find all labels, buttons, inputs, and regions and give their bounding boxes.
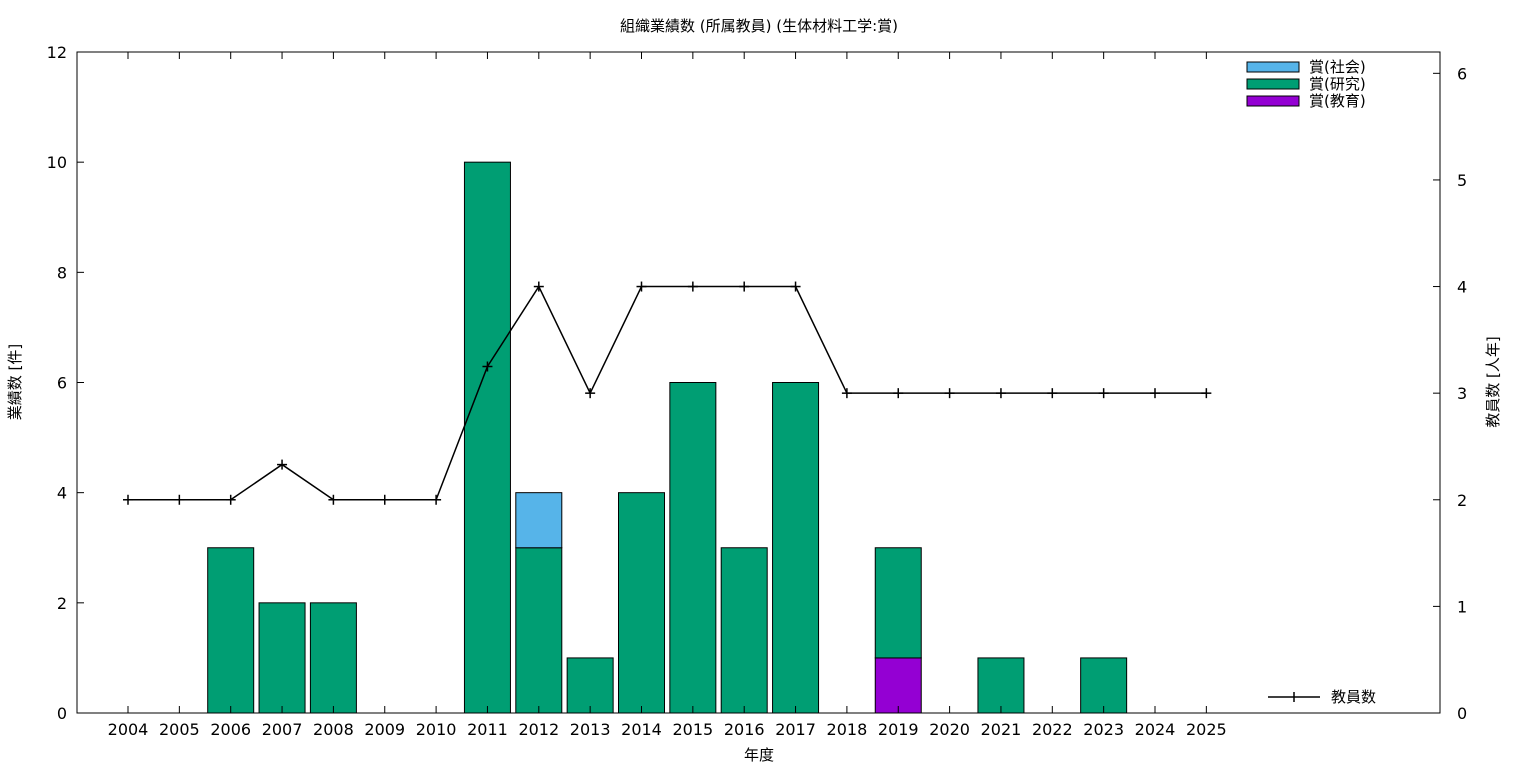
legend-label-1: 賞(研究)	[1309, 75, 1366, 93]
line-point-2005	[174, 494, 185, 505]
y-tick-label-12: 12	[47, 43, 67, 62]
legend: 賞(社会)賞(研究)賞(教育) 教員数	[1246, 58, 1376, 706]
legend-swatch-0	[1246, 61, 1300, 73]
line-layer	[123, 281, 1212, 505]
x-tick-label-2009: 2009	[364, 720, 405, 739]
bars-layer	[207, 161, 1128, 714]
line-point-2018	[841, 388, 852, 399]
y2-tick-label-3: 3	[1457, 384, 1467, 403]
line-point-2024	[1150, 388, 1160, 399]
x-tick-label-2010: 2010	[416, 720, 457, 739]
bar-2016-series-1	[720, 547, 768, 714]
bar-2014-series-1	[618, 492, 665, 714]
legend-label-2: 賞(教育)	[1309, 92, 1366, 110]
y2-tick-label-0: 0	[1457, 704, 1467, 723]
bar-2006-series-1	[207, 547, 255, 714]
x-tick-label-2025: 2025	[1186, 720, 1227, 739]
y2-tick-label-2: 2	[1457, 491, 1467, 510]
line-point-2007	[277, 459, 288, 470]
x-tick-label-2019: 2019	[878, 720, 919, 739]
legend-swatch-2	[1246, 95, 1300, 107]
y-tick-label-4: 4	[57, 484, 67, 503]
bar-2017-series-1	[772, 382, 820, 714]
y2-tick-label-6: 6	[1457, 64, 1467, 83]
x-tick-label-2023: 2023	[1083, 720, 1124, 739]
bar-2019-series-1	[874, 547, 922, 659]
y2-tick-label-4: 4	[1457, 278, 1467, 297]
x-tick-label-2022: 2022	[1032, 720, 1073, 739]
line-point-2014	[636, 281, 647, 292]
line-point-2016	[739, 281, 750, 292]
line-point-2025	[1201, 388, 1212, 399]
y-tick-label-2: 2	[57, 594, 67, 613]
x-tick-label-2011: 2011	[467, 720, 508, 739]
bar-2012-series-1	[515, 547, 563, 714]
x-tick-label-2007: 2007	[262, 720, 303, 739]
bar-2008-series-1	[309, 602, 357, 714]
line-point-2004	[123, 494, 133, 505]
line-point-2019	[893, 388, 904, 399]
y-tick-label-10: 10	[47, 153, 67, 172]
y-tick-label-0: 0	[57, 704, 67, 723]
legend-swatch-1	[1246, 78, 1300, 90]
bar-2021-series-1	[977, 657, 1025, 714]
y2-tick-label-5: 5	[1457, 171, 1467, 190]
bar-2007-series-1	[258, 602, 306, 714]
bar-2019-series-0	[874, 657, 922, 714]
x-tick-label-2017: 2017	[775, 720, 816, 739]
line-point-2006	[225, 494, 236, 505]
line-point-2021	[995, 388, 1006, 399]
x-tick-label-2015: 2015	[672, 720, 713, 739]
x-tick-label-2008: 2008	[313, 720, 354, 739]
bar-2012-series-2	[515, 492, 563, 549]
x-tick-label-2012: 2012	[518, 720, 559, 739]
line-point-2010	[431, 494, 442, 505]
x-tick-label-2024: 2024	[1135, 720, 1176, 739]
x-tick-label-2018: 2018	[827, 720, 868, 739]
line-series-teachers	[128, 285, 1207, 501]
legend-label-line: 教員数	[1331, 688, 1376, 706]
bar-2023-series-1	[1080, 657, 1128, 714]
y2-axis-title: 教員数 [人年]	[1484, 336, 1502, 427]
x-tick-label-2016: 2016	[724, 720, 765, 739]
x-tick-label-2004: 2004	[108, 720, 149, 739]
line-point-2023	[1098, 388, 1109, 399]
line-point-2012	[533, 281, 544, 292]
y-tick-label-8: 8	[57, 263, 67, 282]
bar-2013-series-1	[566, 657, 614, 714]
x-tick-label-2014: 2014	[621, 720, 662, 739]
line-point-2017	[790, 281, 801, 292]
y2-tick-label-1: 1	[1457, 597, 1467, 616]
line-point-2013	[585, 388, 596, 399]
line-point-2009	[379, 494, 390, 505]
x-tick-label-2020: 2020	[929, 720, 970, 739]
chart-title: 組織業績数 (所属教員) (生体材料工学:賞)	[620, 17, 898, 35]
bar-2011-series-1	[463, 161, 511, 714]
line-point-2015	[687, 281, 698, 292]
line-point-2020	[944, 388, 955, 399]
x-axis-title: 年度	[744, 746, 774, 764]
x-tick-label-2013: 2013	[570, 720, 611, 739]
bar-2015-series-1	[669, 382, 717, 714]
line-point-2008	[328, 494, 339, 505]
line-point-2022	[1047, 388, 1058, 399]
y-tick-label-6: 6	[57, 374, 67, 393]
x-tick-label-2006: 2006	[210, 720, 251, 739]
y-axis-title: 業績数 [件]	[6, 344, 24, 420]
x-tick-label-2005: 2005	[159, 720, 200, 739]
legend-label-0: 賞(社会)	[1309, 58, 1366, 76]
x-tick-label-2021: 2021	[981, 720, 1022, 739]
line-point-2011	[482, 361, 493, 372]
